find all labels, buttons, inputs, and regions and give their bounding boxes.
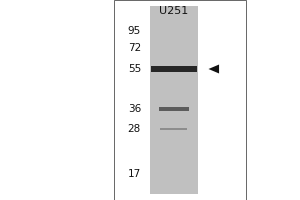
Bar [150,6,198,194]
Text: 36: 36 [128,104,141,114]
Text: 55: 55 [128,64,141,74]
Text: 95: 95 [128,26,141,36]
Text: 28: 28 [128,124,141,134]
Text: 72: 72 [128,43,141,53]
Bar [159,107,189,111]
Bar [151,66,197,72]
Bar [114,0,246,200]
Text: 17: 17 [128,169,141,179]
Bar [160,128,188,130]
Text: U251: U251 [159,6,189,16]
Polygon shape [208,65,219,73]
